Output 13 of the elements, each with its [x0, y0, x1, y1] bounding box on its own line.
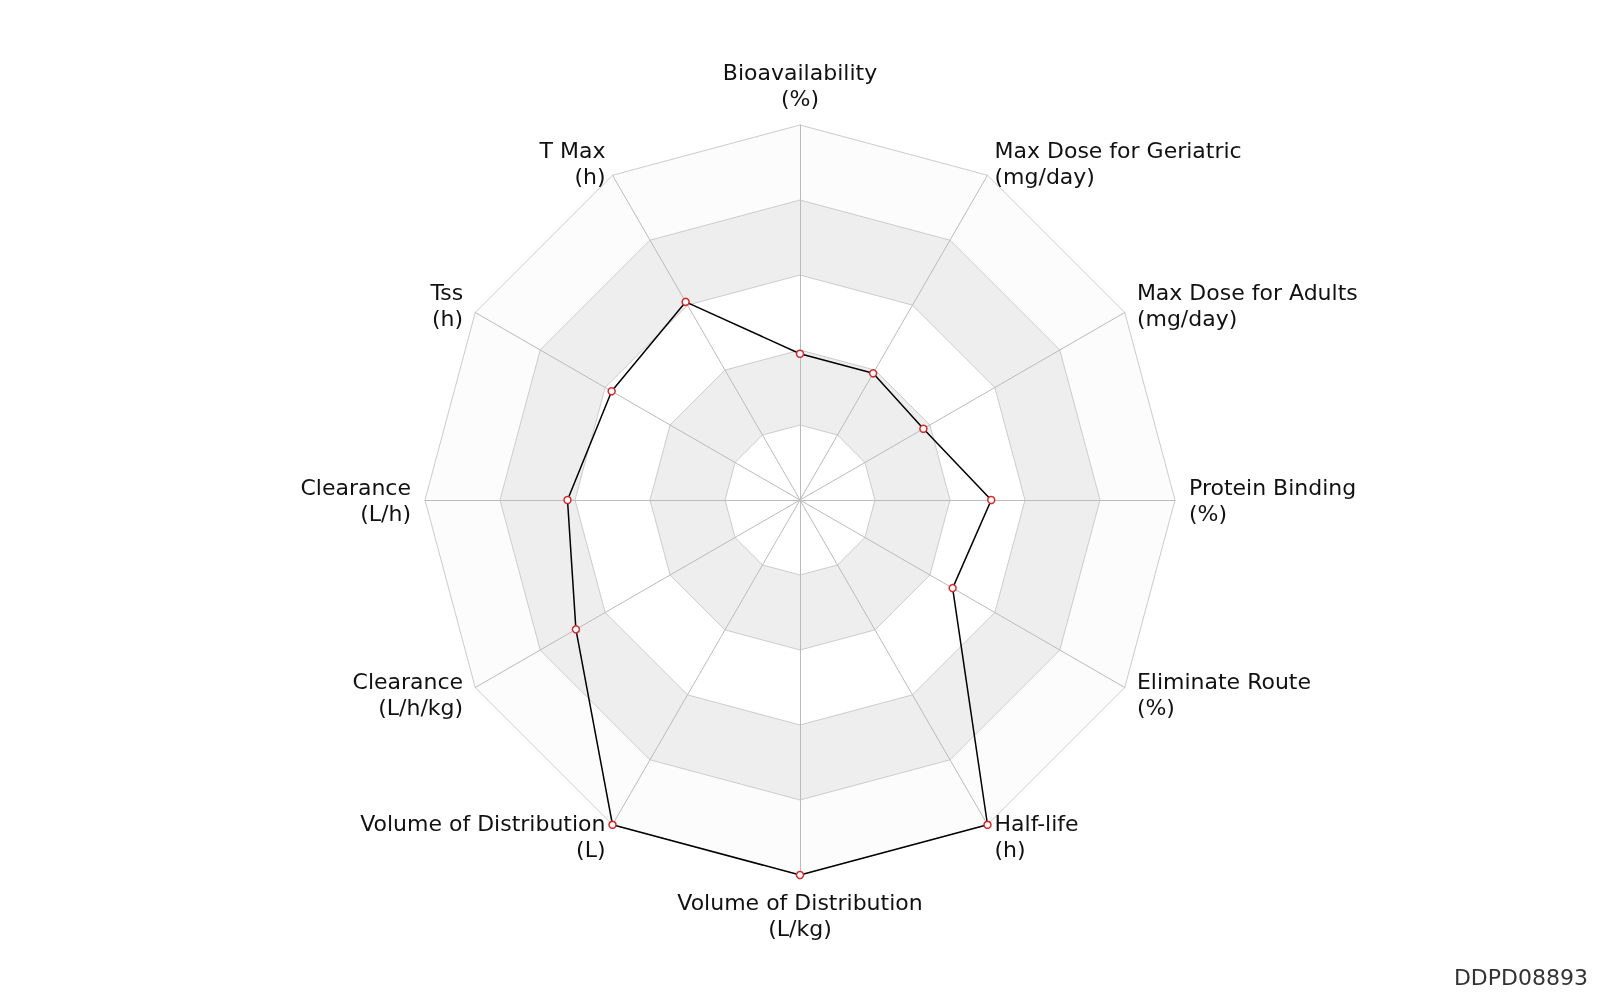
spoke-label: Clearance (L/h)	[300, 474, 411, 526]
spoke-label: Max Dose for Geriatric (mg/day)	[994, 137, 1242, 189]
spoke-label: Protein Binding (%)	[1189, 474, 1357, 526]
spoke-label: Bioavailability (%)	[722, 59, 878, 111]
spoke-label: Max Dose for Adults (mg/day)	[1136, 280, 1358, 331]
spoke-label: Eliminate Route (%)	[1136, 669, 1311, 720]
text: DDPD08893	[1453, 964, 1588, 990]
spoke-label: Tss (h)	[429, 280, 464, 331]
spoke-label: Clearance (L/h/kg)	[352, 669, 464, 720]
spoke-label: Volume of Distribution (L/kg)	[677, 889, 923, 941]
spoke-label: Half-life (h)	[994, 811, 1079, 863]
spoke-label: Volume of Distribution (L)	[360, 811, 606, 863]
spoke-label: T Max (h)	[538, 137, 606, 189]
